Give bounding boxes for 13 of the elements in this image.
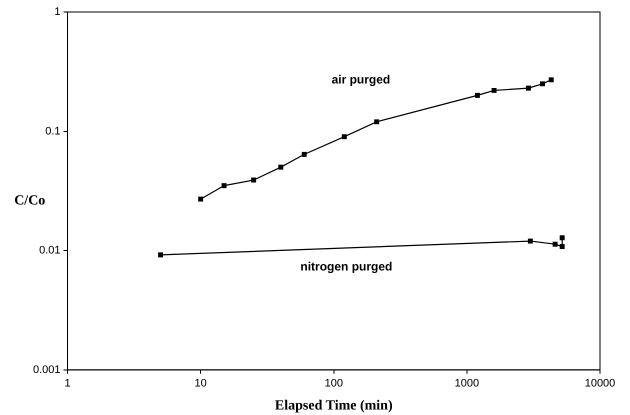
x-tick-label: 1000 — [454, 377, 480, 390]
y-tick-label: 0.1 — [45, 125, 61, 138]
x-tick-label: 100 — [324, 377, 343, 390]
y-tick-label: 0.01 — [39, 244, 61, 257]
x-tick-label: 10000 — [584, 377, 616, 390]
y-tick-label: 1 — [54, 6, 61, 18]
x-axis-title: Elapsed Time (min) — [274, 398, 393, 414]
x-tick-label: 10 — [194, 377, 207, 390]
y-tick-label: 0.001 — [32, 364, 61, 376]
y-axis-title: C/Co — [14, 194, 46, 209]
text: air purged — [332, 72, 390, 86]
x-tick-label: 1 — [64, 377, 71, 390]
series-label: nitrogen purged — [300, 260, 392, 274]
